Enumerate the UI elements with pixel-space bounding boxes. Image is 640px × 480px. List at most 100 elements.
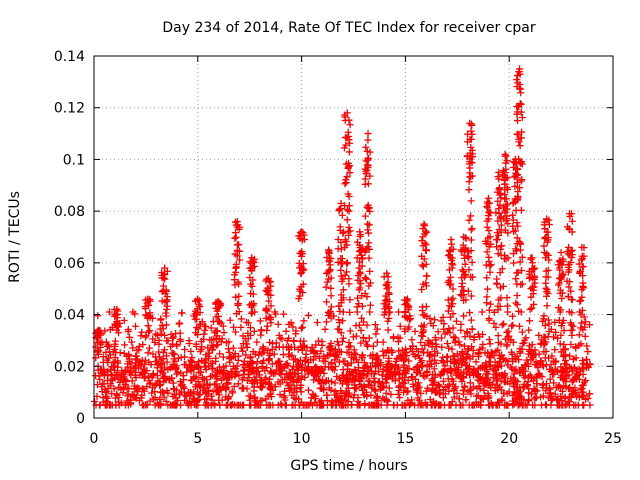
data-point — [556, 266, 564, 274]
data-point — [200, 384, 208, 392]
data-point — [512, 227, 520, 235]
data-point — [474, 376, 482, 384]
data-point — [160, 393, 168, 401]
data-point — [344, 128, 352, 136]
data-point — [578, 243, 586, 251]
data-point — [404, 387, 412, 395]
data-point — [161, 331, 169, 339]
data-point — [561, 394, 569, 402]
data-point — [582, 377, 590, 385]
data-point — [103, 342, 111, 350]
data-point — [439, 394, 447, 402]
data-point — [128, 338, 136, 346]
data-point — [102, 388, 110, 396]
data-point — [568, 326, 576, 334]
data-point — [132, 352, 140, 360]
data-point — [409, 380, 417, 388]
data-point — [146, 397, 154, 405]
data-point — [346, 342, 354, 350]
data-point — [431, 387, 439, 395]
data-point — [230, 323, 238, 331]
data-point — [125, 350, 133, 358]
data-point — [248, 308, 256, 316]
data-point — [507, 375, 515, 383]
data-point — [486, 233, 494, 241]
data-point — [194, 295, 202, 303]
data-point — [248, 309, 256, 317]
data-point — [568, 378, 576, 386]
data-point — [525, 326, 533, 334]
data-point — [481, 374, 489, 382]
data-point — [525, 270, 533, 278]
data-point — [552, 357, 560, 365]
data-point — [485, 227, 493, 235]
data-point — [307, 356, 315, 364]
data-point — [228, 369, 236, 377]
data-point — [365, 239, 373, 247]
data-point — [134, 387, 142, 395]
data-point — [437, 401, 445, 409]
data-point — [470, 333, 478, 341]
data-point — [135, 346, 143, 354]
data-point — [500, 176, 508, 184]
data-point — [405, 365, 413, 373]
data-point — [494, 217, 502, 225]
data-point — [561, 346, 569, 354]
data-point — [467, 316, 475, 324]
data-point — [513, 170, 521, 178]
data-point — [586, 360, 594, 368]
data-point — [478, 308, 486, 316]
data-point — [466, 135, 474, 143]
data-point — [234, 301, 242, 309]
data-point — [295, 259, 303, 267]
data-point — [322, 378, 330, 386]
data-point — [568, 251, 576, 259]
data-point — [431, 316, 439, 324]
data-point — [354, 394, 362, 402]
data-point — [135, 396, 143, 404]
data-point — [391, 377, 399, 385]
data-point — [419, 311, 427, 319]
data-point — [249, 276, 257, 284]
data-point — [157, 316, 165, 324]
data-point — [204, 344, 212, 352]
data-point — [434, 381, 442, 389]
data-point — [509, 321, 517, 329]
data-point — [118, 367, 126, 375]
data-point — [468, 146, 476, 154]
data-point — [318, 385, 326, 393]
data-point — [483, 299, 491, 307]
data-point — [159, 286, 167, 294]
data-point — [417, 389, 425, 397]
data-point — [370, 370, 378, 378]
data-point — [327, 274, 335, 282]
data-point — [157, 362, 165, 370]
data-point — [288, 365, 296, 373]
data-point — [554, 368, 562, 376]
data-point — [345, 148, 353, 156]
data-point — [382, 372, 390, 380]
data-point — [571, 364, 579, 372]
data-point — [575, 393, 583, 401]
data-point — [286, 373, 294, 381]
data-point — [431, 352, 439, 360]
data-point — [128, 359, 136, 367]
data-point — [454, 356, 462, 364]
data-point — [422, 387, 430, 395]
data-point — [486, 353, 494, 361]
data-point — [146, 327, 154, 335]
data-point — [239, 347, 247, 355]
data-point — [157, 330, 165, 338]
data-point — [516, 239, 524, 247]
data-point — [200, 359, 208, 367]
data-point — [360, 359, 368, 367]
y-tick-label: 0.08 — [54, 204, 85, 220]
data-point — [419, 332, 427, 340]
data-point — [124, 360, 132, 368]
data-point — [203, 395, 211, 403]
data-point — [512, 275, 520, 283]
data-point — [322, 283, 330, 291]
data-point — [366, 279, 374, 287]
data-point — [155, 336, 163, 344]
data-point — [422, 401, 430, 409]
